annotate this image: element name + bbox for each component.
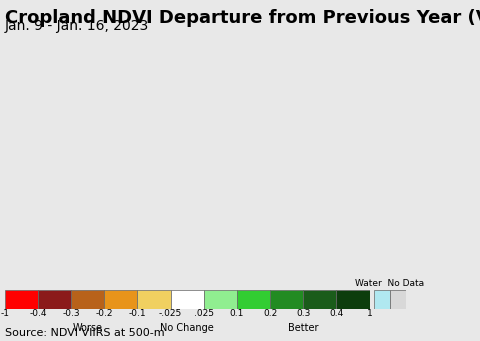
Text: -0.4: -0.4 <box>29 309 47 318</box>
Text: -0.1: -0.1 <box>129 309 146 318</box>
Bar <box>38 290 71 309</box>
Bar <box>270 290 303 309</box>
Text: 0.1: 0.1 <box>230 309 244 318</box>
Text: Water  No Data: Water No Data <box>355 279 425 288</box>
Text: 1: 1 <box>367 309 372 318</box>
Text: -1: -1 <box>0 309 9 318</box>
Bar <box>390 290 406 309</box>
Text: Source: NDVI VIIRS at 500-m: Source: NDVI VIIRS at 500-m <box>5 328 165 338</box>
Text: -0.2: -0.2 <box>96 309 113 318</box>
Text: -.025: -.025 <box>159 309 182 318</box>
Bar <box>137 290 170 309</box>
Bar <box>5 290 38 309</box>
Text: .025: .025 <box>194 309 214 318</box>
Text: 0.4: 0.4 <box>329 309 344 318</box>
Bar <box>204 290 237 309</box>
Text: -0.3: -0.3 <box>62 309 80 318</box>
Text: Better: Better <box>288 323 319 333</box>
Bar <box>170 290 204 309</box>
Text: 0.2: 0.2 <box>263 309 277 318</box>
Bar <box>104 290 137 309</box>
Bar <box>237 290 270 309</box>
Bar <box>71 290 104 309</box>
Text: 0.3: 0.3 <box>296 309 311 318</box>
Bar <box>303 290 336 309</box>
Text: Cropland NDVI Departure from Previous Year (VIIRS): Cropland NDVI Departure from Previous Ye… <box>5 9 480 27</box>
Text: No Change: No Change <box>160 323 214 333</box>
Text: Worse: Worse <box>72 323 103 333</box>
Bar <box>374 290 390 309</box>
Bar <box>336 290 370 309</box>
Text: Jan. 9 - Jan. 16, 2023: Jan. 9 - Jan. 16, 2023 <box>5 19 149 33</box>
